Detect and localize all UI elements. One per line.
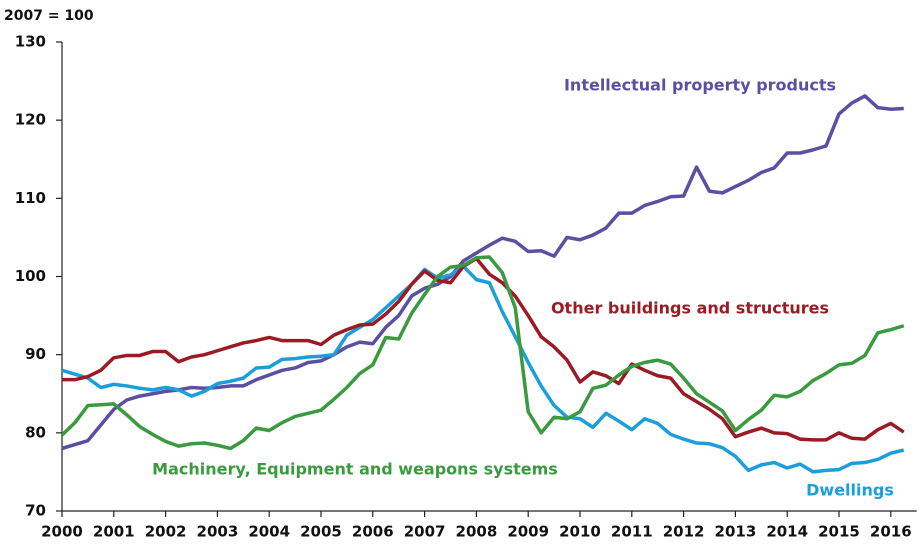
x-tick-label: 2010 <box>559 523 601 541</box>
x-tick-label: 2015 <box>818 523 860 541</box>
y-tick-label: 70 <box>25 502 46 520</box>
y-tick-label: 130 <box>15 33 46 51</box>
x-tick-label: 2008 <box>456 523 498 541</box>
y-tick-label: 80 <box>25 423 46 441</box>
x-tick-label: 2001 <box>93 523 135 541</box>
series-label: Intellectual property products <box>564 76 836 95</box>
x-tick-label: 2016 <box>870 523 912 541</box>
x-tick-label: 2004 <box>248 523 290 541</box>
x-tick-label: 2014 <box>766 523 808 541</box>
series-line <box>61 94 904 451</box>
x-tick-label: 2006 <box>352 523 394 541</box>
y-tick-label: 100 <box>15 267 46 285</box>
x-tick-label: 2013 <box>715 523 757 541</box>
chart-title: 2007 = 100 <box>4 8 94 24</box>
x-tick-label: 2005 <box>300 523 342 541</box>
x-tick-label: 2011 <box>611 523 653 541</box>
y-tick-label: 110 <box>15 189 46 207</box>
series-label: Dwellings <box>806 481 894 500</box>
x-tick-label: 2009 <box>507 523 549 541</box>
x-tick-label: 2003 <box>197 523 239 541</box>
x-tick-label: 2012 <box>663 523 705 541</box>
series-label: Machinery, Equipment and weapons systems <box>152 460 558 479</box>
series-line <box>60 255 905 451</box>
x-tick-label: 2007 <box>404 523 446 541</box>
series-label: Other buildings and structures <box>551 299 829 318</box>
y-tick-label: 90 <box>25 345 46 363</box>
x-tick-label: 2002 <box>145 523 187 541</box>
series-line <box>61 264 905 474</box>
y-tick-label: 120 <box>15 111 46 129</box>
series-line <box>62 256 905 442</box>
x-tick-label: 2000 <box>41 523 83 541</box>
